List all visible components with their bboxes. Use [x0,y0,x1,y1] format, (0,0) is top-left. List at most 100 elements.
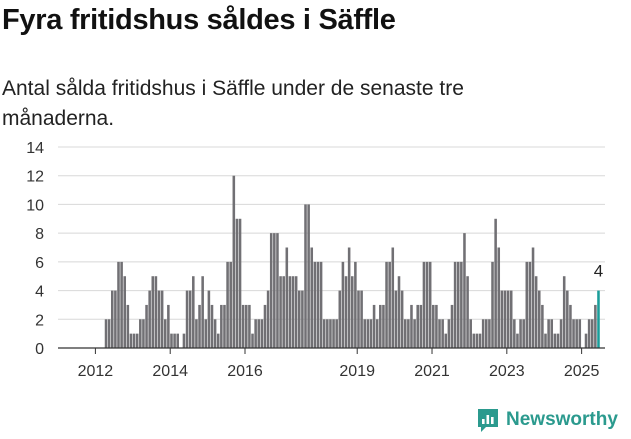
bar [382,304,385,348]
bar [139,319,142,348]
bar [319,261,323,348]
bar [534,276,538,348]
bar [263,304,267,348]
bar [198,304,201,348]
bar [254,319,257,348]
bar [447,319,451,348]
bar [245,304,248,348]
bar [279,276,282,348]
bar-chart: 0 2 4 6 8 10 12 14 4 2012 2014 2016 2019 2021 2023 2025 [26,140,605,380]
bar [148,290,151,348]
bar [472,333,476,348]
bar [456,261,460,348]
bar [316,261,320,348]
bar [525,261,529,348]
bar [288,276,292,348]
bar [248,304,251,348]
y-tick-label: 8 [35,226,44,243]
bar [528,261,532,348]
bar [135,333,139,348]
bar [438,319,441,348]
bar [213,319,217,348]
bar [357,290,360,348]
x-tick-label: 2014 [152,363,188,380]
bar [145,304,148,348]
bar [531,247,535,348]
bar [241,304,245,348]
x-tick-label: 2025 [564,363,600,380]
bar [251,333,254,348]
bar [562,276,566,348]
bar [170,333,173,348]
bar [188,290,192,348]
bar [220,304,223,348]
bar [142,319,145,348]
bar [297,290,301,348]
brand-name: Newsworthy [506,409,618,430]
bar [590,319,594,348]
bar [572,319,575,348]
bar [310,247,314,348]
bar [338,290,342,348]
bar [553,333,557,348]
bar [369,319,373,348]
bar [463,233,466,348]
y-tick-label: 12 [26,169,44,186]
bar [516,333,519,348]
bar [491,261,494,348]
bar [597,290,600,348]
bar [460,261,463,348]
bar [494,218,497,348]
bar [363,319,367,348]
bar [132,333,136,348]
bar [182,333,186,348]
bar [425,261,429,348]
bar [341,261,345,348]
bar [195,319,198,348]
x-tick-label: 2019 [339,363,375,380]
bar [160,290,164,348]
bar [475,333,479,348]
bar [291,276,295,348]
chart-title: Fyra fritidshus såldes i Säffle [2,4,396,36]
bar [469,319,472,348]
bar [541,304,544,348]
bar [481,319,485,348]
bar [223,304,226,348]
bar [391,247,395,348]
bar [594,304,597,348]
bar [123,276,127,348]
bar [587,319,591,348]
bar [201,276,204,348]
bar [350,276,354,348]
y-tick-label: 4 [35,284,44,301]
bar [210,304,214,348]
bar [550,319,554,348]
bar [366,319,370,348]
newsworthy-logo-icon [478,409,498,432]
bar [157,290,161,348]
bar [329,319,332,348]
bar [453,261,457,348]
bar [372,304,376,348]
bar [176,333,179,348]
bar [556,333,560,348]
bar [173,333,176,348]
bar [385,261,388,348]
bar [478,333,482,348]
bar [238,218,242,348]
bar [167,304,170,348]
bar [294,276,298,348]
bar [322,319,326,348]
bar [266,290,270,348]
bar [569,304,572,348]
bar [104,319,108,348]
bar [435,304,438,348]
bar [566,290,569,348]
bar [428,261,432,348]
bar [403,319,407,348]
bar [559,319,563,348]
bar [232,175,236,348]
x-tick-label: 2016 [227,363,263,380]
y-tick-label: 0 [35,341,44,358]
